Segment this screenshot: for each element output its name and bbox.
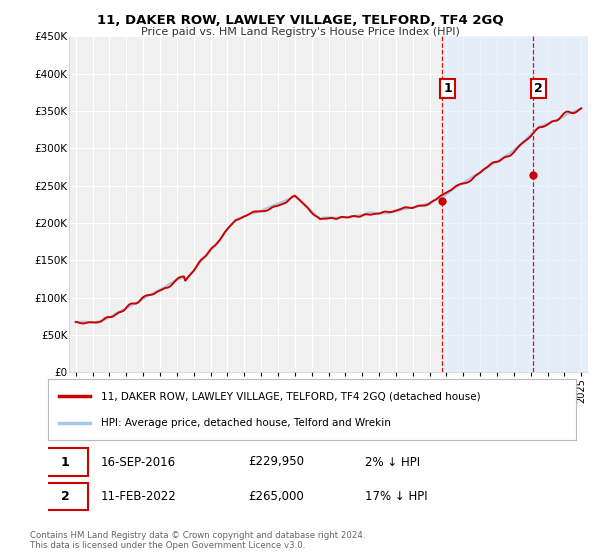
Text: 2% ↓ HPI: 2% ↓ HPI [365, 455, 420, 469]
Text: 11, DAKER ROW, LAWLEY VILLAGE, TELFORD, TF4 2GQ: 11, DAKER ROW, LAWLEY VILLAGE, TELFORD, … [97, 14, 503, 27]
Text: 11-FEB-2022: 11-FEB-2022 [101, 490, 176, 503]
Text: Price paid vs. HM Land Registry's House Price Index (HPI): Price paid vs. HM Land Registry's House … [140, 27, 460, 37]
Bar [442, 36, 588, 372]
Text: This data is licensed under the Open Government Licence v3.0.: This data is licensed under the Open Gov… [30, 541, 305, 550]
Text: HPI: Average price, detached house, Telford and Wrekin: HPI: Average price, detached house, Telf… [101, 418, 391, 428]
Text: 16-SEP-2016: 16-SEP-2016 [101, 455, 176, 469]
FancyBboxPatch shape [43, 448, 88, 476]
FancyBboxPatch shape [43, 483, 88, 511]
Text: 1: 1 [61, 455, 70, 469]
Text: £265,000: £265,000 [248, 490, 304, 503]
Text: £229,950: £229,950 [248, 455, 305, 469]
Text: 2: 2 [61, 490, 70, 503]
Text: 1: 1 [443, 82, 452, 95]
Text: 2: 2 [534, 82, 543, 95]
Text: 11, DAKER ROW, LAWLEY VILLAGE, TELFORD, TF4 2GQ (detached house): 11, DAKER ROW, LAWLEY VILLAGE, TELFORD, … [101, 391, 481, 401]
Text: 17% ↓ HPI: 17% ↓ HPI [365, 490, 427, 503]
Text: Contains HM Land Registry data © Crown copyright and database right 2024.: Contains HM Land Registry data © Crown c… [30, 531, 365, 540]
